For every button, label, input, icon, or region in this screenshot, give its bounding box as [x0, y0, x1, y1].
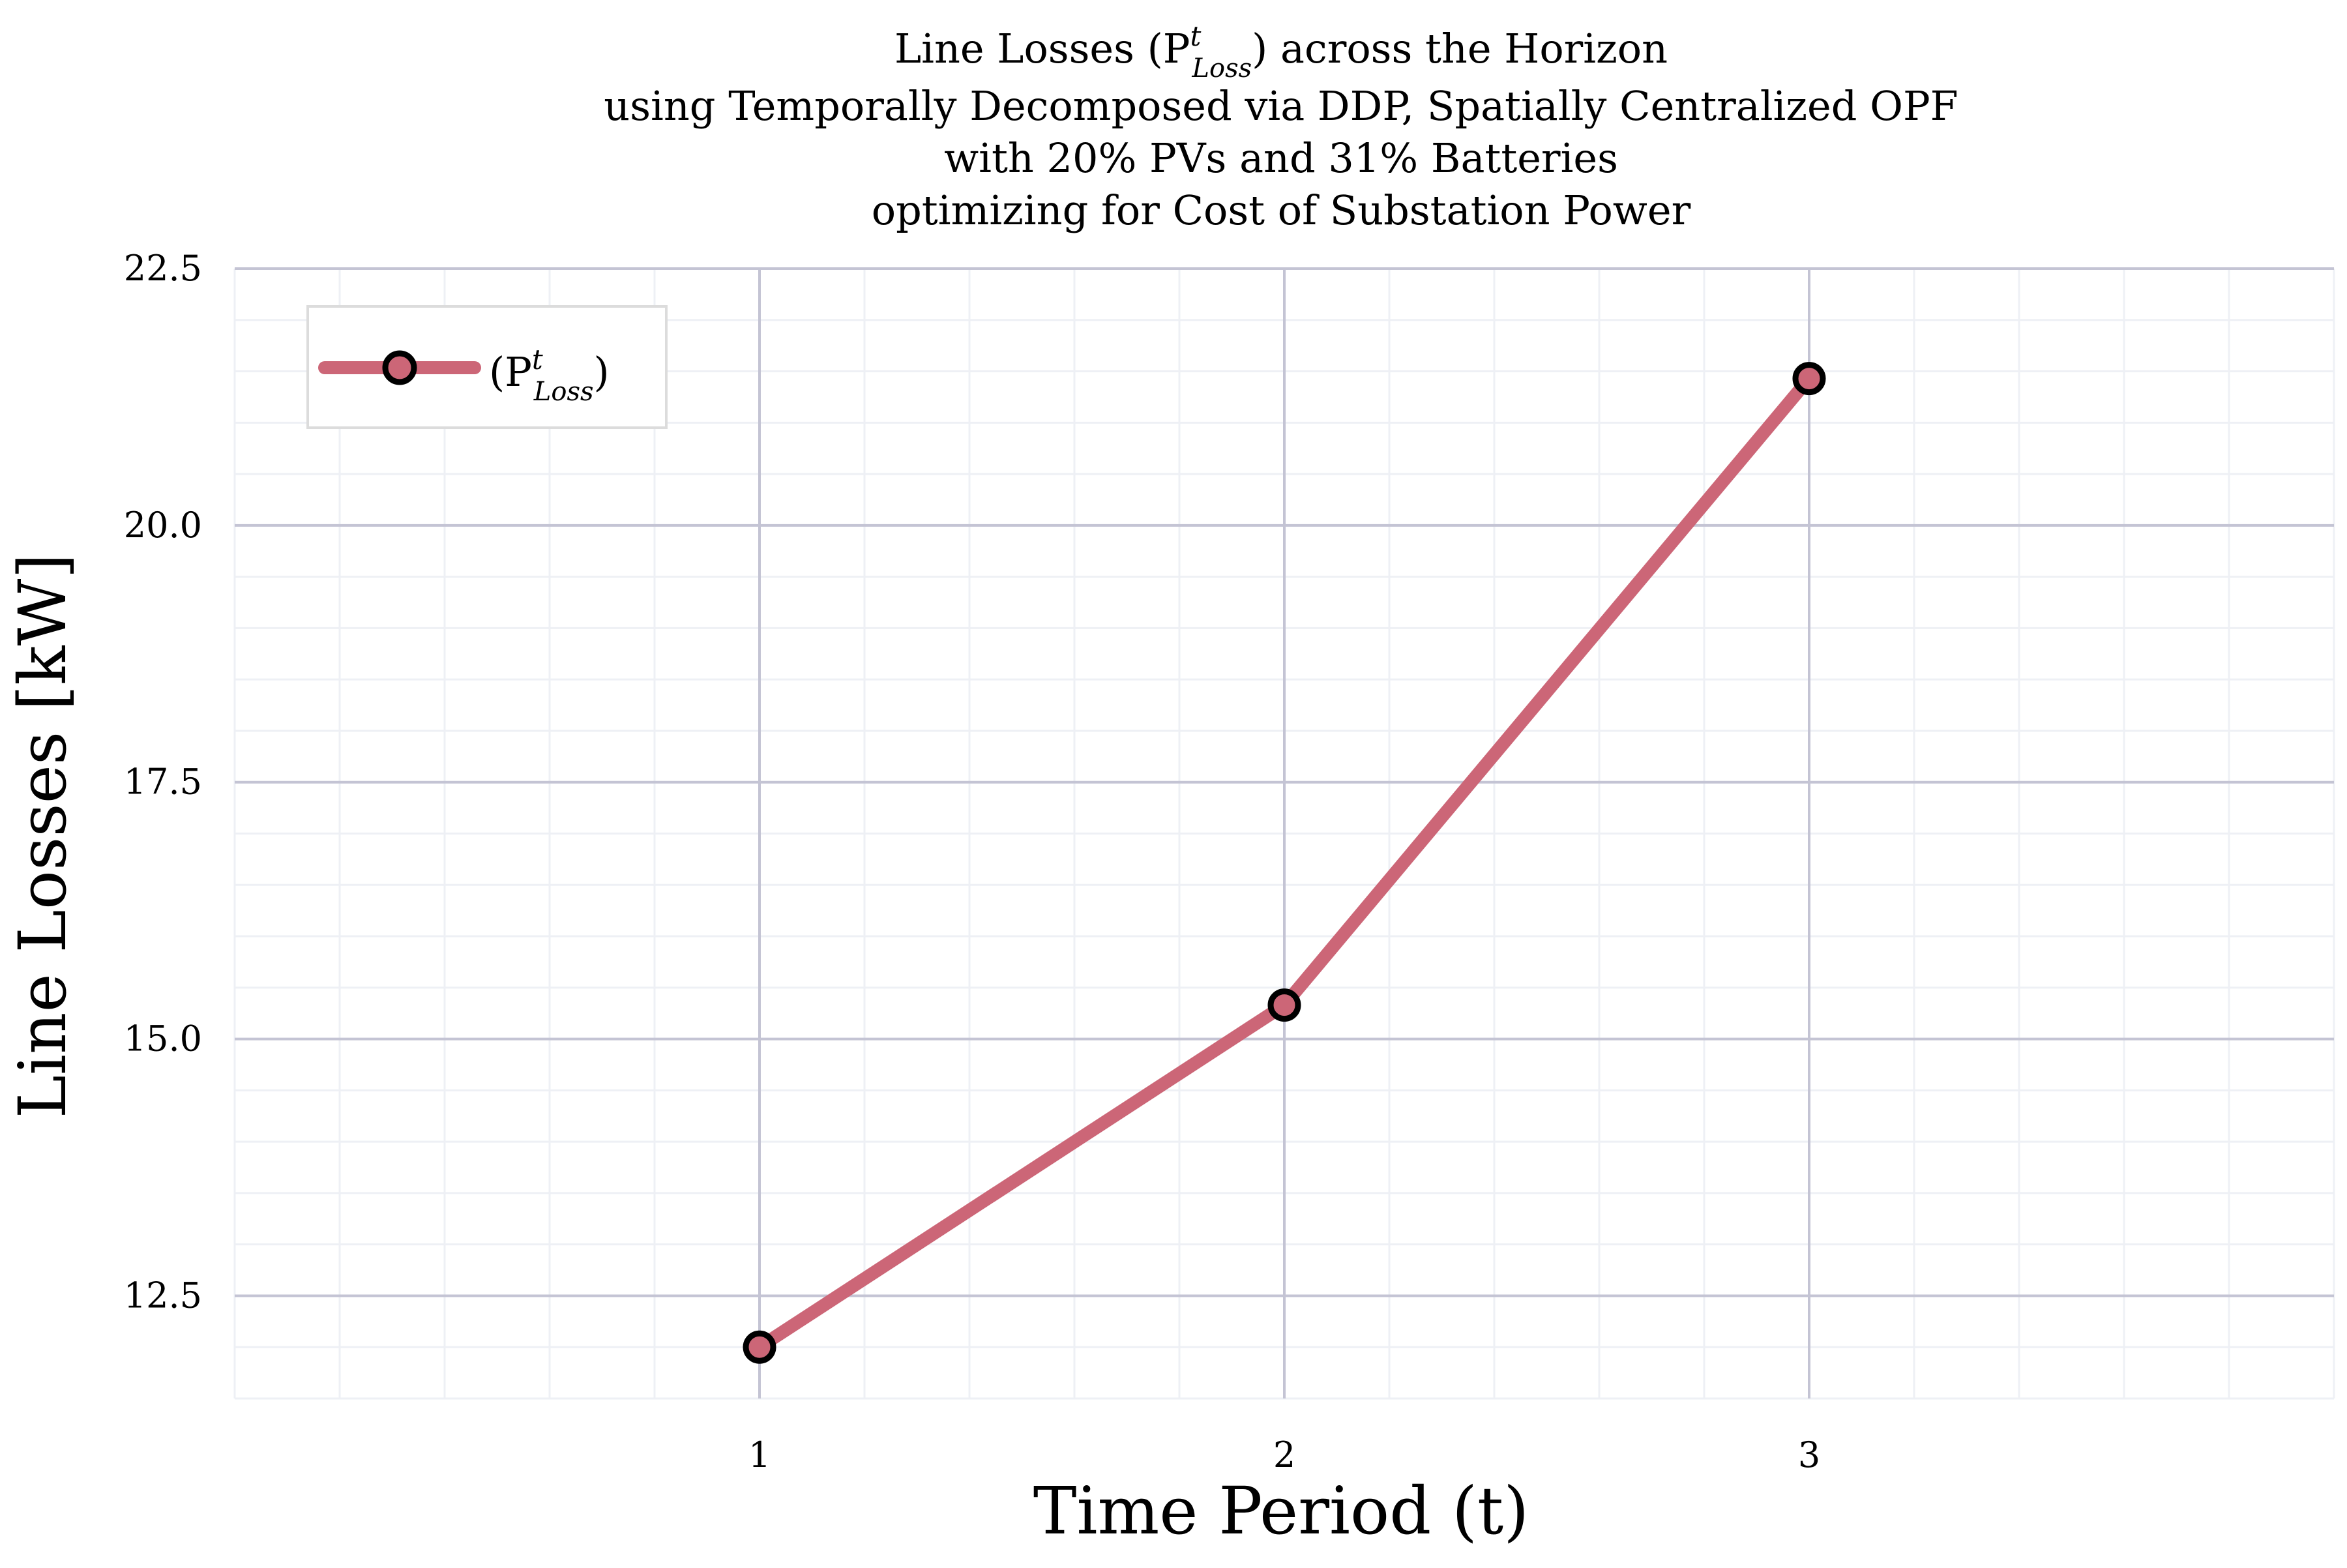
title-line-4: optimizing for Cost of Substation Power: [872, 186, 1691, 234]
data-point: [743, 1330, 776, 1364]
x-tick-label: 2: [1273, 1434, 1295, 1475]
title-line-1: Line Losses (Pt Loss) across the Horizon: [894, 20, 1668, 83]
y-tick-label: 15.0: [124, 1018, 202, 1059]
y-tick-label: 17.5: [124, 762, 202, 803]
chart-title: Line Losses (Pt Loss) across the Horizon …: [604, 20, 1958, 234]
y-axis-label: Line Losses [kW]: [5, 554, 81, 1119]
x-tick-label: 1: [748, 1434, 771, 1475]
y-tick-label: 20.0: [124, 505, 202, 546]
x-tick-label: 3: [1798, 1434, 1820, 1475]
series-layer: [743, 362, 1826, 1364]
y-tick-label: 12.5: [124, 1275, 202, 1316]
title-line-2: using Temporally Decomposed via DDP, Spa…: [604, 82, 1958, 130]
title-line-3: with 20% PVs and 31% Batteries: [944, 134, 1618, 182]
tick-labels: 12.5 15.0 17.5 20.0 22.5 1 2 3: [124, 248, 1820, 1475]
legend-label: (Pt Loss): [489, 344, 610, 407]
y-tick-label: 22.5: [124, 248, 202, 289]
legend: (Pt Loss): [306, 305, 668, 429]
grid: [233, 267, 2335, 1400]
x-axis-label: Time Period (t): [1033, 1473, 1529, 1549]
data-point: [1792, 362, 1826, 396]
legend-marker: [382, 350, 417, 385]
data-point: [1267, 988, 1301, 1022]
